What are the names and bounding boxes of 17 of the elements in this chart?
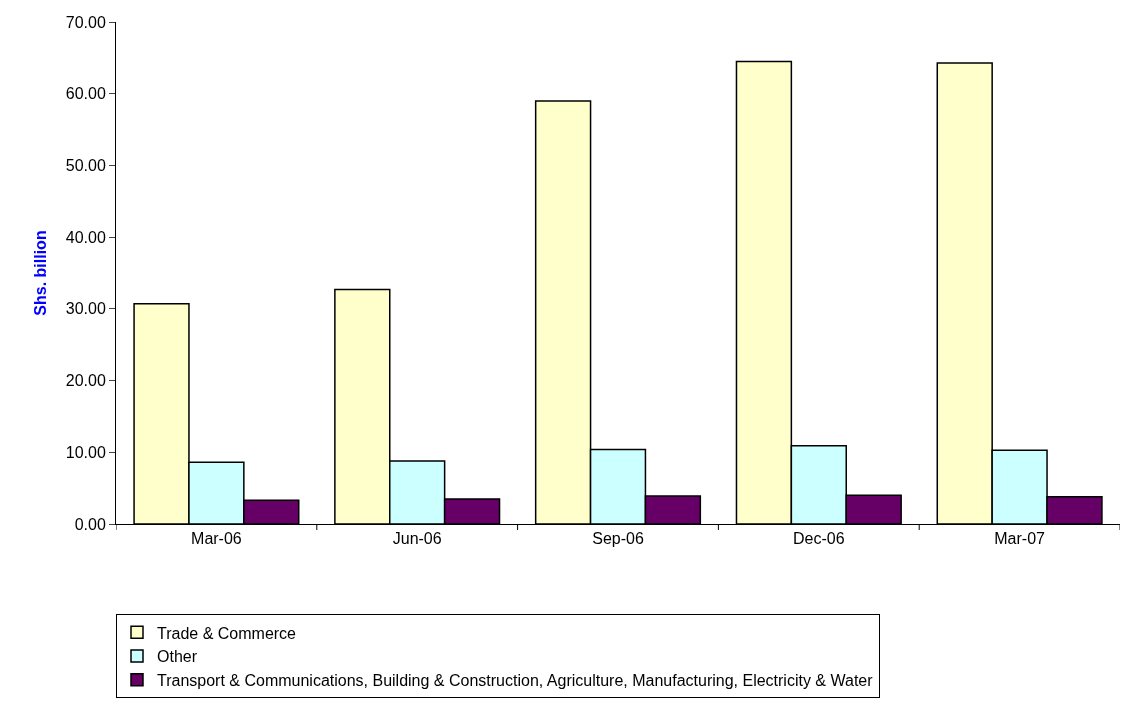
legend-label: Other bbox=[157, 648, 198, 666]
y-tick-label: 20.00 bbox=[65, 372, 106, 390]
y-tick-label: 40.00 bbox=[65, 228, 106, 246]
legend-label: Transport & Communications, Building & Construction, Agriculture, Manufacturing, Electricity & Water bbox=[157, 672, 874, 690]
y-tick-label: 10.00 bbox=[65, 443, 106, 461]
x-tick-label: Sep-06 bbox=[592, 530, 644, 548]
y-axis-title: Shs. billion bbox=[31, 230, 49, 316]
y-tick-label: 50.00 bbox=[65, 157, 106, 175]
x-tick-label: Dec-06 bbox=[793, 530, 845, 548]
x-tick-label: Mar-07 bbox=[994, 530, 1046, 548]
y-tick-label: 70.00 bbox=[65, 13, 106, 31]
x-tick-label: Mar-06 bbox=[191, 530, 242, 548]
y-tick-label: 60.00 bbox=[65, 85, 106, 103]
y-tick-label: 0.00 bbox=[74, 515, 106, 533]
legend-label: Trade & Commerce bbox=[157, 624, 297, 642]
y-tick-label: 30.00 bbox=[65, 300, 106, 318]
x-tick-label: Jun-06 bbox=[392, 530, 442, 548]
